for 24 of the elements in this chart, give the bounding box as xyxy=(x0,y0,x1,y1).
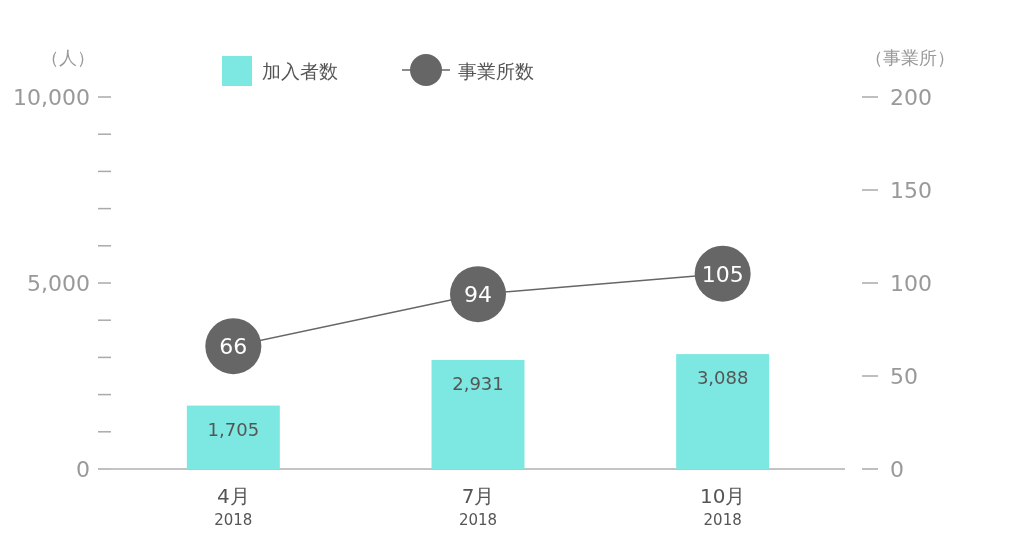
y-tick-label: 5,000 xyxy=(27,271,90,296)
legend-label: 加入者数 xyxy=(262,60,338,82)
data-label: 94 xyxy=(464,282,492,308)
legend-label: 事業所数 xyxy=(458,60,534,82)
data-label: 105 xyxy=(701,261,744,287)
y-tick-label: 10,000 xyxy=(13,85,90,110)
y2-tick-label: 150 xyxy=(890,178,932,203)
y2-tick-label: 0 xyxy=(890,457,904,482)
bar xyxy=(676,354,770,469)
data-label: 2,931 xyxy=(452,372,504,394)
y-tick-label: 0 xyxy=(76,457,90,482)
data-label: 1,705 xyxy=(207,418,260,440)
bar xyxy=(186,405,280,469)
y-axis-title: （人） xyxy=(41,47,95,68)
data-label: 66 xyxy=(219,334,248,360)
y2-tick-label: 100 xyxy=(890,271,932,296)
data-label: 3,088 xyxy=(696,367,749,389)
y2-tick-label: 50 xyxy=(890,364,918,389)
x-tick-label: 7月 2018 xyxy=(458,484,498,529)
bar xyxy=(431,359,525,469)
y2-tick-label: 200 xyxy=(890,85,932,110)
x-tick-label: 10月 2018 xyxy=(699,484,746,529)
y2-axis-title: （事業所） xyxy=(865,47,955,68)
x-tick-label: 4月 2018 xyxy=(214,484,253,529)
